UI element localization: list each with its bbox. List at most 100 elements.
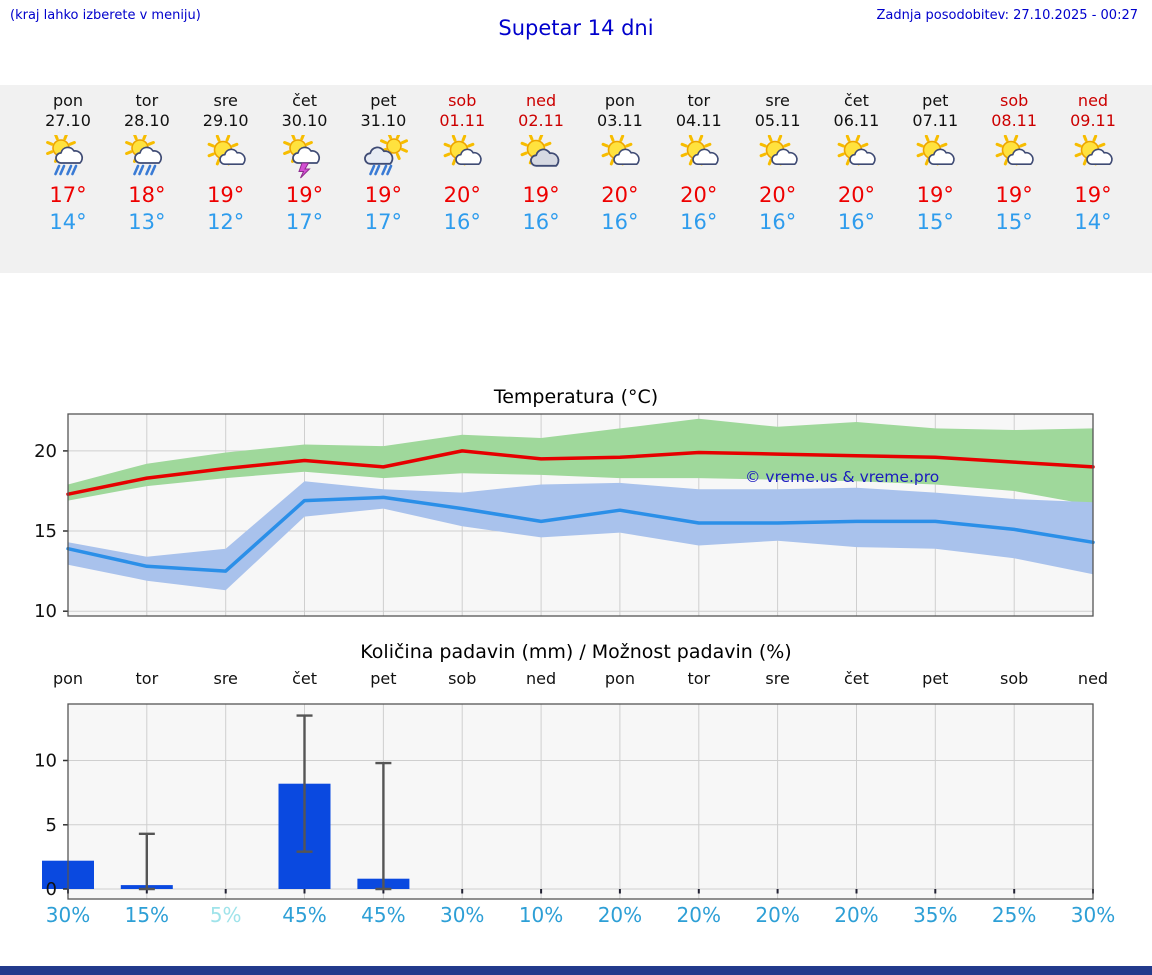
day-date: 08.11 bbox=[991, 111, 1038, 130]
precip-percent-1: 15% bbox=[124, 903, 170, 927]
temp-ytick-label: 10 bbox=[34, 601, 57, 622]
precip-percent-2: 5% bbox=[209, 903, 242, 927]
precip-day-label-9: sre bbox=[765, 669, 790, 688]
day-low-temp: 15° bbox=[995, 210, 1033, 234]
precip-percent-13: 30% bbox=[1070, 903, 1116, 927]
precip-day-label-12: sob bbox=[1000, 669, 1029, 688]
day-high-temp: 20° bbox=[758, 183, 797, 207]
precip-day-label-3: čet bbox=[292, 669, 317, 688]
day-low-temp: 16° bbox=[758, 210, 797, 234]
day-low-temp: 16° bbox=[837, 210, 876, 234]
day-low-temp: 17° bbox=[285, 210, 324, 234]
precip-percent-7: 20% bbox=[597, 903, 643, 927]
forecast-day-1: tor 28.10 18° 13° bbox=[106, 91, 188, 236]
precip-whisker-1 bbox=[138, 832, 155, 891]
precip-day-label-13: ned bbox=[1077, 669, 1109, 688]
day-low-temp: 14° bbox=[1074, 210, 1112, 234]
precip-day-label-1: tor bbox=[135, 669, 159, 688]
menu-note: (kraj lahko izberete v meniju) bbox=[10, 8, 201, 23]
day-name: čet bbox=[843, 91, 869, 110]
precip-percent-6: 10% bbox=[518, 903, 564, 927]
day-date: 04.11 bbox=[675, 111, 722, 130]
watermark-link[interactable]: © vreme.us & vreme.pro bbox=[745, 468, 939, 486]
precip-percent-0: 30% bbox=[45, 903, 91, 927]
sun-cloud-icon bbox=[909, 134, 961, 179]
day-date: 03.11 bbox=[597, 111, 643, 130]
day-name: pon bbox=[52, 91, 84, 110]
forecast-day-3: čet 30.10 19° 17° bbox=[264, 91, 346, 236]
day-name: pet bbox=[370, 91, 397, 110]
day-high-temp: 20° bbox=[680, 183, 718, 207]
day-date: 09.11 bbox=[1070, 111, 1116, 130]
sun-cloud-storm-icon bbox=[279, 133, 331, 179]
precip-whisker-3 bbox=[296, 714, 313, 853]
forecast-day-10: čet 06.11 20° 16° bbox=[815, 91, 897, 236]
temp-ytick-label: 15 bbox=[34, 521, 57, 542]
forecast-day-11: pet 07.11 19° 15° bbox=[894, 91, 976, 236]
day-high-temp: 19° bbox=[285, 183, 324, 207]
sun-cloud-icon bbox=[594, 134, 646, 179]
forecast-day-6: ned 02.11 19° 16° bbox=[500, 91, 582, 236]
precip-chart-title: Količina padavin (mm) / Možnost padavin … bbox=[360, 641, 792, 663]
precip-percent-5: 30% bbox=[439, 903, 485, 927]
precip-day-label-11: pet bbox=[922, 669, 949, 688]
day-date: 31.10 bbox=[360, 111, 407, 130]
sun-cloud-icon bbox=[200, 134, 252, 179]
day-high-temp: 19° bbox=[1074, 183, 1112, 207]
forecast-day-7: pon 03.11 20° 16° bbox=[579, 91, 661, 236]
day-high-temp: 20° bbox=[443, 183, 481, 207]
precip-ytick-label: 0 bbox=[46, 879, 57, 900]
day-high-temp: 19° bbox=[207, 183, 245, 207]
sun-cloud-icon bbox=[830, 134, 882, 179]
day-high-temp: 20° bbox=[601, 183, 639, 207]
day-low-temp: 13° bbox=[128, 210, 166, 234]
precipitation-chart-svg: 0 5 10 bbox=[34, 703, 1094, 900]
sun-cloud-rain-icon bbox=[42, 133, 94, 179]
forecast-day-0: pon 27.10 17° 14° bbox=[27, 91, 109, 236]
day-high-temp: 19° bbox=[916, 183, 954, 207]
temp-line-0 bbox=[66, 449, 1095, 496]
sun-cloud-icon bbox=[1067, 134, 1119, 179]
temperature-chart: 10 15 20 © vreme.us & vreme.pro bbox=[0, 410, 1152, 624]
precip-percent-12: 25% bbox=[991, 903, 1037, 927]
day-name: sre bbox=[213, 91, 238, 110]
precip-day-label-10: čet bbox=[843, 669, 869, 688]
page-title: Supetar 14 dni bbox=[498, 16, 654, 40]
precip-percent-3: 45% bbox=[282, 903, 327, 927]
precip-day-label-2: sre bbox=[213, 669, 238, 688]
day-date: 05.11 bbox=[754, 111, 801, 130]
precip-percent-row: 30% 15% 5% 45% 45% 30% 10% 20% 20% 20% 20% 35% 25% 30… bbox=[0, 903, 1152, 931]
precip-percent-10: 20% bbox=[834, 903, 879, 927]
day-date: 01.11 bbox=[439, 111, 486, 130]
day-name: sre bbox=[765, 91, 790, 110]
day-date: 28.10 bbox=[123, 111, 170, 130]
precip-day-label-0: pon bbox=[52, 669, 84, 688]
forecast-day-12: sob 08.11 19° 15° bbox=[973, 91, 1055, 236]
sun-cloud-icon bbox=[988, 134, 1040, 179]
day-high-temp: 17° bbox=[49, 183, 87, 207]
precip-day-label-6: ned bbox=[525, 669, 557, 688]
day-date: 29.10 bbox=[202, 111, 249, 130]
day-name: čet bbox=[292, 91, 317, 110]
day-low-temp: 12° bbox=[207, 210, 245, 234]
temperature-chart-title: Temperatura (°C) bbox=[493, 386, 659, 408]
precip-percent-4: 45% bbox=[361, 903, 406, 927]
precip-day-labels-row: pon tor sre čet pet sob ned pon tor sre čet pet sob n… bbox=[0, 669, 1152, 691]
day-low-temp: 17° bbox=[364, 210, 402, 234]
sun-cloud-icon bbox=[436, 134, 488, 179]
day-date: 27.10 bbox=[45, 111, 91, 130]
precip-whisker-4 bbox=[375, 761, 392, 891]
forecast-day-4: pet 31.10 19° 17° bbox=[342, 91, 424, 236]
day-date: 30.10 bbox=[281, 111, 328, 130]
precipitation-chart: 0 5 10 bbox=[0, 700, 1152, 907]
forecast-day-9: sre 05.11 20° 16° bbox=[737, 91, 819, 236]
forecast-day-5: sob 01.11 20° 16° bbox=[421, 91, 503, 236]
day-name: sob bbox=[1000, 91, 1029, 110]
sun-cloud-icon bbox=[673, 134, 725, 179]
day-name: ned bbox=[1077, 91, 1109, 110]
day-low-temp: 16° bbox=[522, 210, 560, 234]
day-name: pet bbox=[922, 91, 949, 110]
day-low-temp: 14° bbox=[49, 210, 87, 234]
day-low-temp: 15° bbox=[916, 210, 954, 234]
